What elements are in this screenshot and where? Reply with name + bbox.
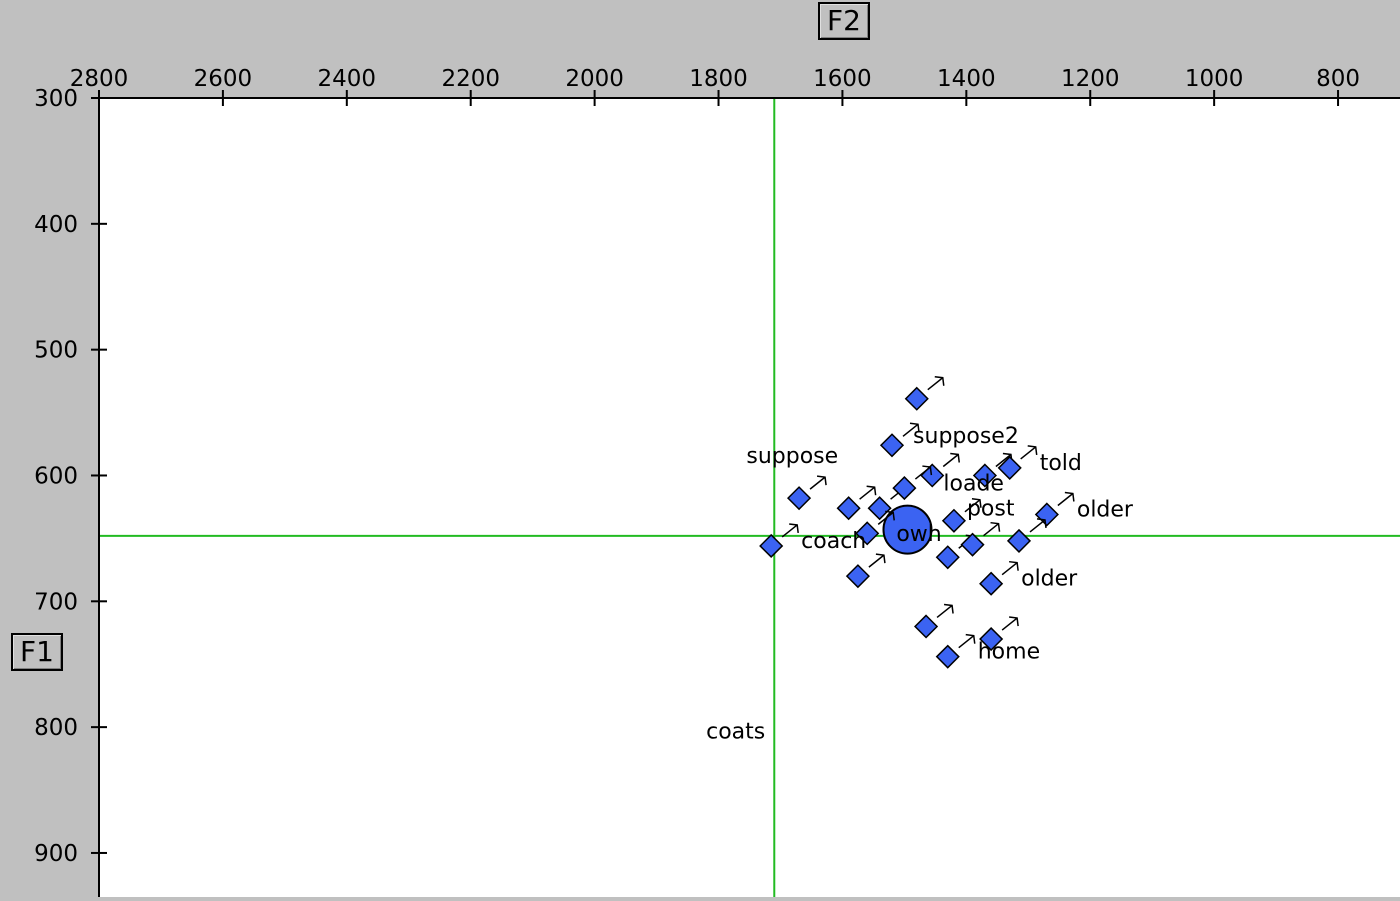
point-arrow-head [1036, 518, 1047, 529]
x-tick-label: 1800 [689, 66, 748, 92]
plot-area [99, 98, 1400, 897]
point-arrow [964, 499, 981, 513]
axes: 2800 2600 2400 2200 2000 1800 1600 1400 1200 1000… [34, 66, 1400, 897]
point-arrow [1057, 492, 1074, 507]
point-arrow-head [866, 485, 877, 496]
point-arrow [995, 453, 1012, 468]
data-point [879, 433, 905, 458]
point-arrow [809, 476, 826, 490]
point-arrow [1020, 446, 1037, 460]
point-labels: told older coach older home suppose suppose2 co… [706, 424, 1134, 745]
x-tick-label: 2200 [441, 66, 500, 92]
point-arrow [781, 524, 798, 538]
y-tick-label: 700 [34, 589, 78, 615]
point-arrow-head [789, 523, 799, 534]
annotation-label: suppose2 [913, 424, 1019, 449]
data-point [935, 545, 960, 570]
point-label: coach [801, 529, 866, 554]
point-arrow-head [971, 498, 982, 508]
annotation-label: owh [896, 522, 941, 547]
point-arrow [902, 423, 919, 437]
point-arrow [958, 635, 975, 649]
data-point [960, 532, 985, 557]
point-arrow-head [1009, 616, 1019, 627]
point-arrow [877, 511, 894, 525]
point-label: home [978, 640, 1040, 665]
point-arrow-head [909, 422, 920, 433]
data-point [787, 486, 812, 511]
annotation-label: post [967, 497, 1015, 522]
data-points [759, 375, 1075, 669]
point-arrow-head [875, 553, 886, 564]
y-tick-label: 400 [34, 212, 78, 238]
x-tick-label: 2800 [70, 66, 129, 92]
point-arrow-head [965, 633, 976, 644]
data-point [836, 496, 861, 521]
y-tick-label: 500 [34, 338, 78, 364]
point-arrow-head [885, 510, 895, 521]
x-tick-label: 1000 [1185, 66, 1244, 92]
point-arrow-head [1027, 445, 1038, 456]
point-arrow [868, 554, 885, 568]
point-label: told [1040, 451, 1082, 476]
point-arrow-head [1009, 560, 1019, 571]
point-arrow-head [922, 465, 933, 476]
annotation-label: suppose [746, 444, 838, 469]
point-arrow [983, 523, 999, 537]
data-point [935, 644, 960, 669]
data-point [979, 626, 1004, 652]
data-point [914, 614, 939, 639]
point-arrow [1029, 519, 1046, 533]
annotation-label: coats [706, 719, 765, 744]
crosshair [99, 98, 1400, 897]
y-tick-label: 900 [34, 841, 78, 867]
data-point [941, 508, 967, 533]
point-arrow [914, 466, 931, 480]
annotation-label: loade [943, 472, 1004, 497]
data-point [972, 463, 997, 488]
data-point [904, 386, 929, 411]
point-arrow-head [990, 521, 1001, 532]
point-arrow-head [816, 475, 827, 486]
x-tick-label: 2400 [318, 66, 377, 92]
x-tick-label: 1400 [937, 66, 996, 92]
x-tick-label: 800 [1316, 66, 1360, 92]
data-point [1006, 528, 1032, 553]
y-tick-label: 800 [34, 715, 78, 741]
point-arrow-head [1064, 491, 1075, 502]
x-tick-label: 2000 [565, 66, 624, 92]
point-arrow [1001, 562, 1018, 576]
data-point [855, 521, 880, 546]
x-tick-label: 2600 [194, 66, 253, 92]
data-point [892, 476, 917, 501]
x-tick-label: 1600 [813, 66, 872, 92]
data-point [759, 533, 784, 559]
point-arrow [942, 453, 959, 468]
point-arrow [859, 486, 876, 500]
mean-marker [882, 504, 933, 555]
point-label: older [1077, 497, 1134, 522]
data-point [979, 571, 1004, 596]
point-arrow-head [943, 603, 954, 614]
point-arrow-head [950, 452, 961, 463]
point-arrow-head [934, 375, 945, 386]
point-arrow [1001, 617, 1018, 631]
data-point [867, 496, 892, 521]
y-tick-label: 600 [34, 463, 78, 489]
y-tick-label: 300 [34, 86, 78, 112]
point-label: older [1021, 567, 1078, 592]
y-axis-label: F1 [11, 633, 63, 671]
x-axis-label: F2 [818, 2, 870, 40]
x-tick-label: 1200 [1061, 66, 1120, 92]
data-point [997, 455, 1022, 480]
point-arrow [936, 604, 953, 619]
point-arrow [927, 377, 944, 391]
data-point [845, 564, 870, 589]
